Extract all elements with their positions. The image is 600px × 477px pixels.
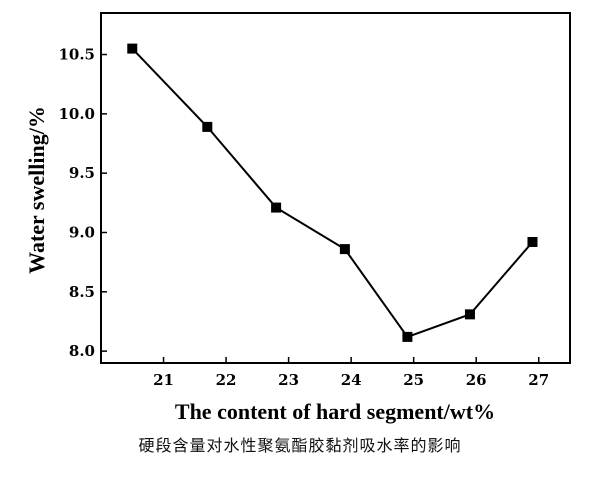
y-axis-title: Water swelling/% — [24, 106, 49, 274]
x-tick-label: 26 — [466, 371, 487, 389]
figure-caption: 硬段含量对水性聚氨酯胶黏剂吸水率的影响 — [138, 436, 462, 455]
plot-frame — [100, 12, 571, 364]
y-axis: 8.0 8.5 9.0 9.5 10.0 10.5 — [58, 46, 107, 360]
x-tick-label: 21 — [153, 371, 174, 389]
data-point — [127, 43, 138, 54]
data-point — [202, 121, 213, 132]
line-chart: 8.0 8.5 9.0 9.5 10.0 10.5 21 22 23 24 25 26 27 Wate… — [24, 12, 571, 424]
y-tick-label: 10.5 — [58, 46, 95, 64]
series-line — [131, 47, 534, 339]
y-tick-label: 8.5 — [69, 283, 95, 301]
x-tick-label: 22 — [216, 371, 237, 389]
y-tick-label: 8.0 — [69, 342, 95, 360]
data-point — [339, 244, 350, 255]
data-point — [271, 202, 282, 213]
x-axis-title: The content of hard segment/wt% — [175, 399, 495, 424]
y-tick-label: 9.0 — [69, 223, 95, 241]
data-point — [527, 236, 538, 247]
x-tick-label: 23 — [278, 371, 299, 389]
y-tick-label: 10.0 — [58, 105, 95, 123]
x-tick-label: 27 — [528, 371, 549, 389]
data-point — [402, 331, 413, 342]
data-point — [464, 309, 475, 320]
x-tick-label: 25 — [403, 371, 424, 389]
x-axis: 21 22 23 24 25 26 27 — [153, 357, 549, 389]
x-tick-label: 24 — [341, 371, 362, 389]
y-tick-label: 9.5 — [69, 164, 95, 182]
series-markers — [127, 43, 538, 342]
